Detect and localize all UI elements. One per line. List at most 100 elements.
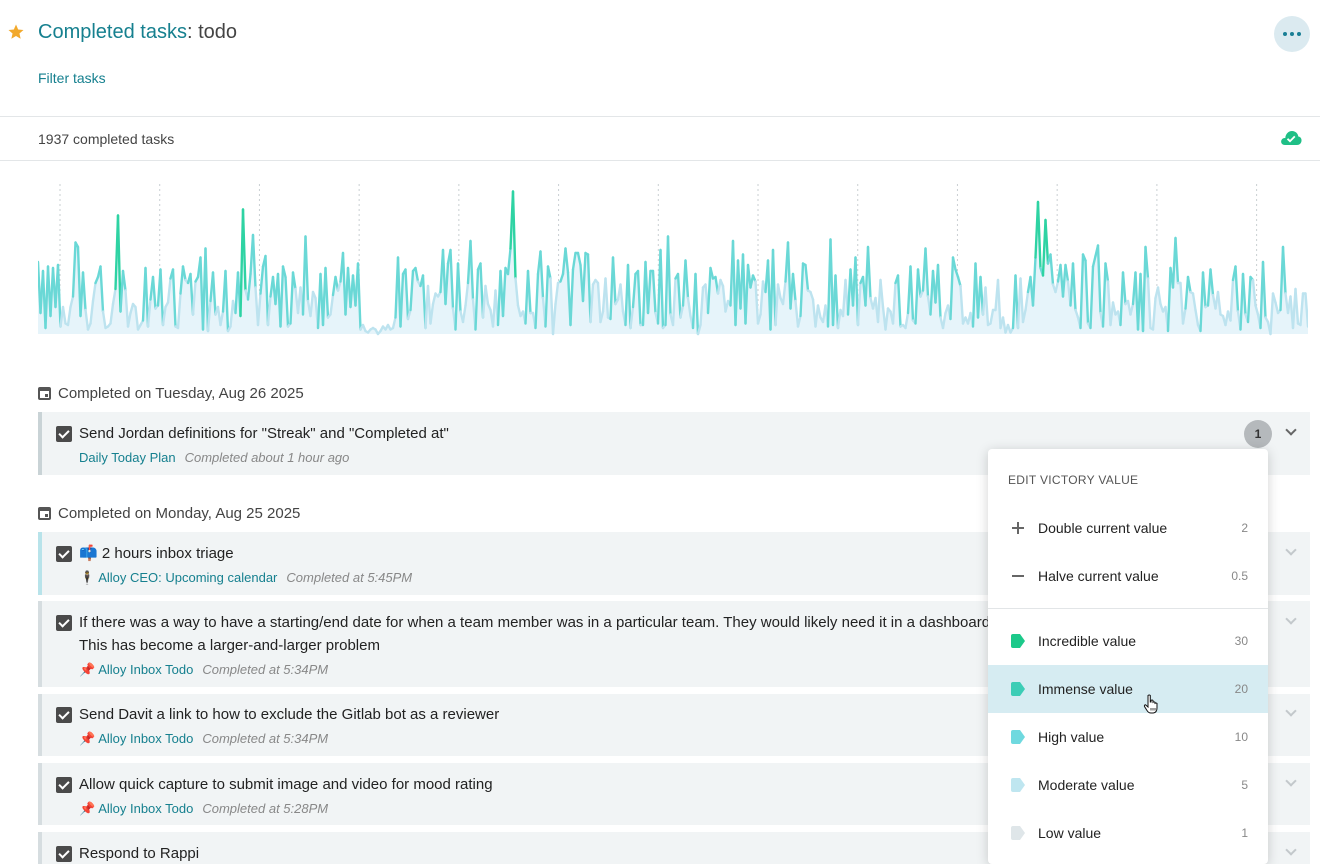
star-icon[interactable] xyxy=(7,23,25,41)
chevron-down-icon[interactable] xyxy=(1285,544,1297,556)
task-project-link[interactable]: 📌 Alloy Inbox Todo xyxy=(79,731,193,746)
menu-item-immense[interactable]: Immense value 20 xyxy=(988,665,1268,713)
menu-item-low[interactable]: Low value 1 xyxy=(988,809,1268,857)
chevron-down-icon[interactable] xyxy=(1285,613,1297,625)
chart-line-segment xyxy=(756,313,762,325)
task-title[interactable]: Respond to Rappi xyxy=(79,845,200,862)
chevron-down-icon[interactable] xyxy=(1285,775,1297,787)
chart-line-segment xyxy=(69,295,75,309)
chart-line-segment xyxy=(304,235,310,303)
chart-line-segment xyxy=(951,256,957,271)
chart-line-segment xyxy=(146,298,152,328)
hand-cursor-icon xyxy=(1143,694,1158,714)
menu-item-value: 2 xyxy=(1241,521,1248,535)
chart-line-segment xyxy=(224,269,230,333)
chart-line-segment xyxy=(626,263,632,330)
completion-chart xyxy=(38,184,1308,336)
checkbox-checked-icon[interactable] xyxy=(56,546,72,562)
chart-line-segment xyxy=(284,275,290,328)
task-title[interactable]: 📫 2 hours inbox triage xyxy=(79,545,234,562)
task-title[interactable]: Allow quick capture to submit image and … xyxy=(79,776,493,793)
chart-line-segment xyxy=(866,245,872,300)
task-project-label[interactable]: Daily Today Plan xyxy=(79,450,176,465)
chart-line-segment xyxy=(406,308,412,321)
section-heading-text: Completed on Tuesday, Aug 26 2025 xyxy=(58,385,304,402)
menu-divider xyxy=(988,608,1268,609)
checkbox-checked-icon[interactable] xyxy=(56,615,72,631)
task-title[interactable]: If there was a way to have a starting/en… xyxy=(79,614,995,654)
task-project-link[interactable]: Daily Today Plan xyxy=(79,450,176,465)
chart-line-segment xyxy=(336,280,342,292)
page-title-main[interactable]: Completed tasks xyxy=(38,21,187,43)
chevron-down-icon[interactable] xyxy=(1285,705,1297,717)
checkbox-checked-icon[interactable] xyxy=(56,846,72,862)
chart-line-segment xyxy=(1031,256,1037,307)
chart-line-segment xyxy=(259,265,265,295)
task-title[interactable]: Send Davit a link to how to exclude the … xyxy=(79,706,500,723)
chart-line-segment xyxy=(539,250,545,300)
chart-line-segment xyxy=(571,251,577,271)
chart-line-segment xyxy=(456,262,462,313)
chart-line-segment xyxy=(891,281,897,325)
chart-line-segment xyxy=(909,265,915,322)
checkbox-checked-icon[interactable] xyxy=(56,777,72,793)
chart-line-segment xyxy=(264,254,270,327)
chart-line-segment xyxy=(916,268,922,298)
chart-line-segment xyxy=(676,272,682,319)
menu-item-halve[interactable]: Halve current value 0.5 xyxy=(988,552,1268,600)
checkbox-checked-icon[interactable] xyxy=(56,426,72,442)
chart-line-segment xyxy=(474,268,480,331)
menu-item-high[interactable]: High value 10 xyxy=(988,713,1268,761)
tag-icon xyxy=(1011,826,1025,840)
more-options-button[interactable] xyxy=(1274,16,1310,52)
chevron-down-icon[interactable] xyxy=(1285,424,1297,436)
chart-line-segment xyxy=(836,308,842,330)
chart-line-segment xyxy=(904,311,910,330)
chart-line-segment xyxy=(391,316,397,330)
filter-tasks-link[interactable]: Filter tasks xyxy=(38,70,106,86)
chart-line-segment xyxy=(879,278,885,309)
chevron-down-icon[interactable] xyxy=(1285,844,1297,856)
chart-line-segment xyxy=(1096,244,1102,315)
task-completed-time: Completed at 5:45PM xyxy=(286,570,413,585)
task-project-label[interactable]: Alloy CEO: Upcoming calendar xyxy=(98,570,278,585)
chart-line-segment xyxy=(526,269,532,315)
page-header: Completed tasks: todo Filter tasks xyxy=(0,0,1320,117)
chart-line-segment xyxy=(119,269,125,313)
task-project-label[interactable]: Alloy Inbox Todo xyxy=(98,731,194,746)
menu-item-moderate[interactable]: Moderate value 5 xyxy=(988,761,1268,809)
chart-line-segment xyxy=(1071,262,1077,312)
chart-line-segment xyxy=(959,284,965,325)
chart-line-segment xyxy=(1174,236,1180,285)
chart-line-segment xyxy=(954,268,960,279)
page-title-suffix: : todo xyxy=(186,21,238,43)
checkbox-checked-icon[interactable] xyxy=(56,707,72,723)
chart-line-segment xyxy=(356,262,362,331)
task-project-label[interactable]: Alloy Inbox Todo xyxy=(98,662,194,677)
menu-item-double[interactable]: Double current value 2 xyxy=(988,504,1268,552)
chart-line-segment xyxy=(121,269,127,292)
victory-value-badge[interactable]: 1 xyxy=(1244,420,1272,448)
task-project-link[interactable]: 📌 Alloy Inbox Todo xyxy=(79,801,193,816)
chart-line-segment xyxy=(324,266,330,319)
chart-line-segment xyxy=(211,271,217,316)
menu-item-label: Low value xyxy=(1038,825,1102,841)
chart-line-segment xyxy=(1269,292,1275,336)
chart-line-segment xyxy=(949,256,955,321)
chart-line-segment xyxy=(409,269,415,312)
task-completed-time: Completed about 1 hour ago xyxy=(184,450,350,465)
chart-line-segment xyxy=(99,265,105,313)
chart-line-segment xyxy=(804,263,810,292)
task-title[interactable]: Send Jordan definitions for "Streak" and… xyxy=(79,425,449,442)
chart-line-segment xyxy=(206,299,212,333)
chart-line-segment xyxy=(511,190,517,280)
chart-line-segment xyxy=(1019,277,1025,324)
menu-item-incredible[interactable]: Incredible value 30 xyxy=(988,617,1268,665)
chart-line-segment xyxy=(291,271,297,291)
task-project-link[interactable]: 📌 Alloy Inbox Todo xyxy=(79,662,193,677)
chart-line-segment xyxy=(66,305,72,327)
task-project-link[interactable]: 🕴 Alloy CEO: Upcoming calendar xyxy=(79,570,277,585)
task-project-label[interactable]: Alloy Inbox Todo xyxy=(98,801,194,816)
chart-line-segment xyxy=(809,290,815,301)
chart-line-segment xyxy=(124,289,130,328)
